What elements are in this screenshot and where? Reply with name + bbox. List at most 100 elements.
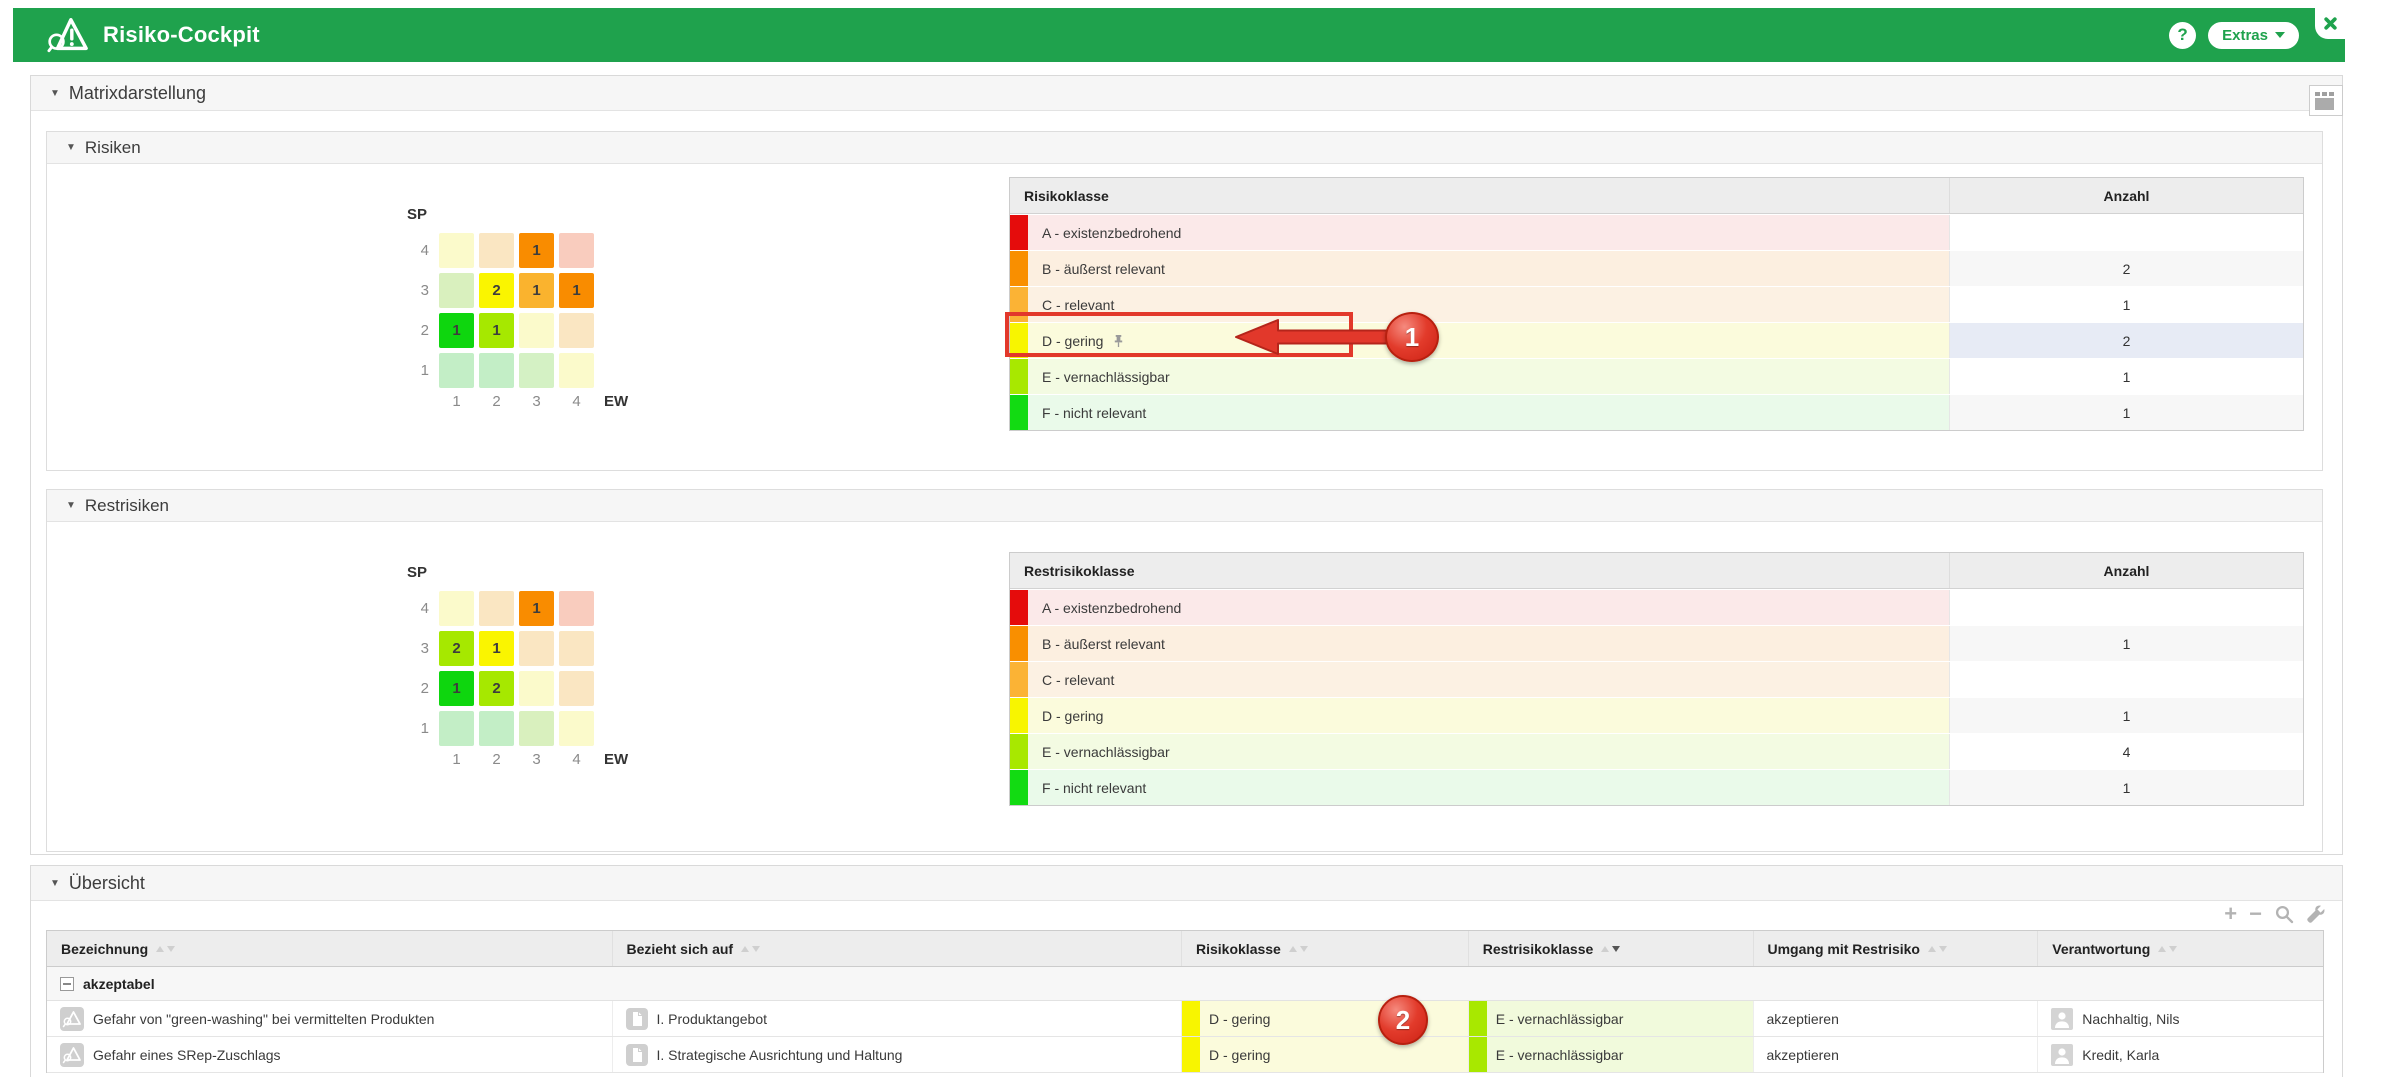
risk-class-text: B - äußerst relevant xyxy=(1042,260,1165,277)
risk-class-row[interactable]: D - gering 1 xyxy=(1010,698,2303,733)
collapse-triangle-icon: ▼ xyxy=(66,142,76,153)
settings-button[interactable] xyxy=(2306,904,2326,924)
column-header-bezeichnung[interactable]: Bezeichnung xyxy=(47,931,612,966)
matrix-cell[interactable] xyxy=(479,711,514,746)
sort-desc-icon[interactable] xyxy=(167,945,176,952)
column-header-verantwortung[interactable]: Verantwortung xyxy=(2037,931,2323,966)
risk-class-row[interactable]: A - existenzbedrohend xyxy=(1010,215,2303,250)
column-header-restrisikoklasse[interactable]: Restrisikoklasse xyxy=(1467,931,1753,966)
collapse-group-button[interactable] xyxy=(60,976,74,991)
matrix-row-label: 4 xyxy=(420,600,429,617)
matrix-cell[interactable] xyxy=(559,671,594,706)
matrix-x-axis-label: EW xyxy=(604,393,629,410)
risk-class-row[interactable]: F - nicht relevant 1 xyxy=(1010,395,2303,430)
risk-class-label: E - vernachlässigbar xyxy=(1028,359,1949,394)
risk-item-icon xyxy=(60,1042,84,1067)
matrix-cell[interactable] xyxy=(439,711,474,746)
matrix-cell[interactable] xyxy=(439,233,474,268)
search-button[interactable] xyxy=(2274,904,2294,924)
subsection-title: Risiken xyxy=(84,137,141,157)
matrix-cell[interactable] xyxy=(519,711,554,746)
matrix-cell[interactable] xyxy=(559,591,594,626)
sort-asc-icon[interactable] xyxy=(2158,945,2167,952)
column-header-umgang-mit-restrisiko[interactable]: Umgang mit Restrisiko xyxy=(1752,931,2038,966)
matrix-cell[interactable] xyxy=(439,353,474,388)
close-button[interactable] xyxy=(2315,8,2345,39)
cell-restrisikoklasse: E - vernachlässigbar xyxy=(1467,1037,1753,1072)
risk-class-row[interactable]: C - relevant 1 xyxy=(1010,287,2303,322)
sort-desc-icon[interactable] xyxy=(2169,945,2178,952)
column-header-label: Bezeichnung xyxy=(61,940,149,957)
risk-class-row[interactable]: B - äußerst relevant 1 xyxy=(1010,626,2303,661)
matrix-cell[interactable]: 1 xyxy=(479,313,514,348)
section-title: Matrixdarstellung xyxy=(68,82,206,103)
cell-bezeichnung: Gefahr von "green-washing" bei vermittel… xyxy=(47,1001,612,1036)
matrix-cell[interactable] xyxy=(559,233,594,268)
sort-asc-icon[interactable] xyxy=(1601,945,1610,952)
section-header-uebersicht[interactable]: ▼ Übersicht xyxy=(31,866,2342,901)
column-header-risikoklasse[interactable]: Risikoklasse xyxy=(1181,931,1468,966)
section-header-matrixdarstellung[interactable]: ▼ Matrixdarstellung xyxy=(31,76,2342,111)
matrix-cell[interactable] xyxy=(519,671,554,706)
sort-desc-icon[interactable] xyxy=(1612,945,1621,952)
matrix-cell[interactable] xyxy=(559,631,594,666)
remove-row-button[interactable]: − xyxy=(2249,903,2262,925)
sort-desc-icon[interactable] xyxy=(1299,945,1308,952)
close-icon xyxy=(2323,17,2337,30)
cell-umgang: akzeptieren xyxy=(1752,1001,2038,1036)
matrix-cell[interactable]: 1 xyxy=(519,273,554,308)
annotation-arrow xyxy=(1235,319,1399,355)
pin-icon xyxy=(1115,334,1123,347)
column-header-bezieht-sich-auf[interactable]: Bezieht sich auf xyxy=(611,931,1182,966)
section-header-restrisiken[interactable]: ▼ Restrisiken xyxy=(47,490,2322,522)
risk-class-row[interactable]: A - existenzbedrohend xyxy=(1010,590,2303,625)
matrix-cell[interactable]: 1 xyxy=(439,671,474,706)
matrix-cell[interactable]: 1 xyxy=(479,631,514,666)
extras-button[interactable]: Extras xyxy=(2208,21,2299,49)
sort-desc-icon[interactable] xyxy=(752,945,761,952)
table-row[interactable]: Gefahr eines SRep-Zuschlags I. Strategisc… xyxy=(47,1037,2323,1073)
risk-class-row[interactable]: D - gering 2 xyxy=(1010,323,2303,358)
matrix-cell[interactable]: 1 xyxy=(439,313,474,348)
matrix-cell[interactable]: 1 xyxy=(519,233,554,268)
matrix-cell[interactable]: 2 xyxy=(439,631,474,666)
matrix-cell[interactable] xyxy=(519,353,554,388)
matrix-cell[interactable] xyxy=(479,591,514,626)
risk-class-row[interactable]: F - nicht relevant 1 xyxy=(1010,770,2303,805)
matrix-cell[interactable] xyxy=(519,313,554,348)
sort-desc-icon[interactable] xyxy=(1938,945,1947,952)
risk-class-text: D - gering xyxy=(1042,707,1104,724)
help-button[interactable]: ? xyxy=(2169,21,2197,49)
collapse-triangle-icon: ▼ xyxy=(66,500,76,511)
table-row[interactable]: Gefahr von "green-washing" bei vermittel… xyxy=(47,1001,2323,1037)
matrix-cell[interactable] xyxy=(559,313,594,348)
app-logo-icon xyxy=(47,15,89,55)
matrix-cell[interactable] xyxy=(479,233,514,268)
bezieht-text: I. Strategische Ausrichtung und Haltung xyxy=(656,1046,903,1063)
matrix-cell[interactable]: 2 xyxy=(479,273,514,308)
matrix-cell[interactable] xyxy=(479,353,514,388)
sort-asc-icon[interactable] xyxy=(156,945,165,952)
risk-class-row[interactable]: B - äußerst relevant 2 xyxy=(1010,251,2303,286)
matrix-cell[interactable] xyxy=(519,631,554,666)
risk-class-row[interactable]: E - vernachlässigbar 4 xyxy=(1010,734,2303,769)
matrix-cell[interactable]: 2 xyxy=(479,671,514,706)
matrix-cell[interactable]: 1 xyxy=(519,591,554,626)
risk-class-count: 1 xyxy=(1949,395,2303,430)
risk-class-row[interactable]: E - vernachlässigbar 1 xyxy=(1010,359,2303,394)
matrix-cell[interactable] xyxy=(439,591,474,626)
sort-asc-icon[interactable] xyxy=(741,945,750,952)
sort-asc-icon[interactable] xyxy=(1927,945,1936,952)
risk-class-row[interactable]: C - relevant xyxy=(1010,662,2303,697)
sort-asc-icon[interactable] xyxy=(1288,945,1297,952)
matrix-cell[interactable] xyxy=(559,353,594,388)
matrix-cell[interactable]: 1 xyxy=(559,273,594,308)
risk-class-label: D - gering xyxy=(1028,698,1949,733)
risk-class-label: D - gering xyxy=(1028,323,1949,358)
detach-window-button[interactable] xyxy=(2309,85,2343,116)
risk-class-text: F - nicht relevant xyxy=(1042,404,1147,421)
matrix-cell[interactable] xyxy=(559,711,594,746)
add-row-button[interactable]: + xyxy=(2224,903,2237,925)
matrix-cell[interactable] xyxy=(439,273,474,308)
section-header-risiken[interactable]: ▼ Risiken xyxy=(47,132,2322,164)
